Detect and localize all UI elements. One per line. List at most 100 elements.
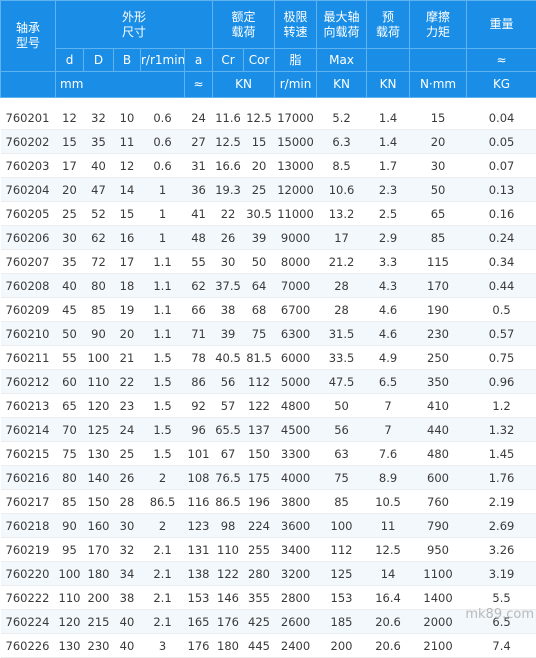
table-cell: 24 bbox=[185, 106, 213, 130]
table-cell: 2000 bbox=[410, 610, 467, 634]
table-cell: 40 bbox=[114, 634, 141, 658]
table-cell: 0.6 bbox=[141, 130, 185, 154]
table-cell: 4.3 bbox=[367, 274, 410, 298]
table-cell: 480 bbox=[410, 442, 467, 466]
table-cell: 1.1 bbox=[141, 298, 185, 322]
table-cell: 4800 bbox=[275, 394, 317, 418]
table-cell: 7.6 bbox=[367, 442, 410, 466]
table-cell: 2.1 bbox=[141, 562, 185, 586]
table-cell: 36 bbox=[185, 178, 213, 202]
table-cell: 165 bbox=[185, 610, 213, 634]
table-cell: 15 bbox=[410, 106, 467, 130]
table-cell: 115 bbox=[410, 250, 467, 274]
table-cell: 2800 bbox=[275, 586, 317, 610]
table-cell: 180 bbox=[213, 634, 244, 658]
table-cell: 12.5 bbox=[213, 130, 244, 154]
table-cell: 224 bbox=[244, 514, 275, 538]
table-cell: 32 bbox=[114, 538, 141, 562]
table-cell: 4.6 bbox=[367, 322, 410, 346]
table-cell: 56 bbox=[213, 370, 244, 394]
table-cell: 15 bbox=[56, 130, 84, 154]
table-cell: 65.5 bbox=[213, 418, 244, 442]
sub-friction bbox=[410, 49, 467, 72]
table-cell: 950 bbox=[410, 538, 467, 562]
table-cell: 190 bbox=[410, 298, 467, 322]
table-cell: 15000 bbox=[275, 130, 317, 154]
table-cell: 18 bbox=[114, 274, 141, 298]
table-cell: 35 bbox=[84, 130, 114, 154]
table-cell: 0.96 bbox=[467, 370, 536, 394]
table-cell: 2.3 bbox=[367, 178, 410, 202]
sub-cr: Cr bbox=[213, 49, 244, 72]
table-cell: 150 bbox=[244, 442, 275, 466]
sub-D: D bbox=[84, 49, 114, 72]
table-cell: 180 bbox=[84, 562, 114, 586]
table-cell: 100 bbox=[56, 562, 84, 586]
table-cell: 47 bbox=[84, 178, 114, 202]
table-cell: 6000 bbox=[275, 346, 317, 370]
cell-model: 760224 bbox=[1, 610, 56, 634]
table-cell: 28 bbox=[317, 298, 367, 322]
sub-B: B bbox=[114, 49, 141, 72]
table-cell: 40 bbox=[84, 154, 114, 178]
table-cell: 130 bbox=[84, 442, 114, 466]
table-cell: 112 bbox=[244, 370, 275, 394]
table-cell: 13.2 bbox=[317, 202, 367, 226]
table-cell: 95 bbox=[56, 538, 84, 562]
table-cell: 3.3 bbox=[367, 250, 410, 274]
table-cell: 1.5 bbox=[141, 346, 185, 370]
header-weight: 重量 bbox=[467, 1, 536, 49]
table-cell: 13000 bbox=[275, 154, 317, 178]
cell-model: 760212 bbox=[1, 370, 56, 394]
header-rated-load: 额定载荷 bbox=[213, 1, 275, 49]
table-cell: 20 bbox=[56, 178, 84, 202]
table-cell: 30 bbox=[56, 226, 84, 250]
table-cell: 410 bbox=[410, 394, 467, 418]
table-cell: 6700 bbox=[275, 298, 317, 322]
table-cell: 62 bbox=[84, 226, 114, 250]
table-cell: 64 bbox=[244, 274, 275, 298]
table-cell: 185 bbox=[317, 610, 367, 634]
table-cell: 280 bbox=[244, 562, 275, 586]
table-cell: 31.5 bbox=[317, 322, 367, 346]
unit-model bbox=[1, 72, 56, 98]
table-cell: 250 bbox=[410, 346, 467, 370]
table-cell: 12000 bbox=[275, 178, 317, 202]
table-cell: 350 bbox=[410, 370, 467, 394]
table-cell: 4.6 bbox=[367, 298, 410, 322]
table-cell: 1.45 bbox=[467, 442, 536, 466]
table-cell: 17 bbox=[317, 226, 367, 250]
cell-model: 760220 bbox=[1, 562, 56, 586]
table-cell: 24 bbox=[114, 418, 141, 442]
table-cell: 20.6 bbox=[367, 610, 410, 634]
table-cell: 4.9 bbox=[367, 346, 410, 370]
table-cell: 130 bbox=[56, 634, 84, 658]
table-cell: 55 bbox=[56, 346, 84, 370]
table-cell: 170 bbox=[410, 274, 467, 298]
cell-model: 760203 bbox=[1, 154, 56, 178]
table-cell: 70 bbox=[56, 418, 84, 442]
table-cell: 3.26 bbox=[467, 538, 536, 562]
table-cell: 21 bbox=[114, 346, 141, 370]
table-cell: 21.2 bbox=[317, 250, 367, 274]
table-cell: 7.4 bbox=[467, 634, 536, 658]
table-cell: 14 bbox=[367, 562, 410, 586]
table-cell: 2.1 bbox=[141, 610, 185, 634]
table-cell: 1.5 bbox=[141, 394, 185, 418]
table-cell: 50 bbox=[56, 322, 84, 346]
cell-model: 760218 bbox=[1, 514, 56, 538]
table-cell: 116 bbox=[185, 490, 213, 514]
table-cell: 25 bbox=[244, 178, 275, 202]
table-cell: 6.5 bbox=[367, 370, 410, 394]
cell-model: 760205 bbox=[1, 202, 56, 226]
